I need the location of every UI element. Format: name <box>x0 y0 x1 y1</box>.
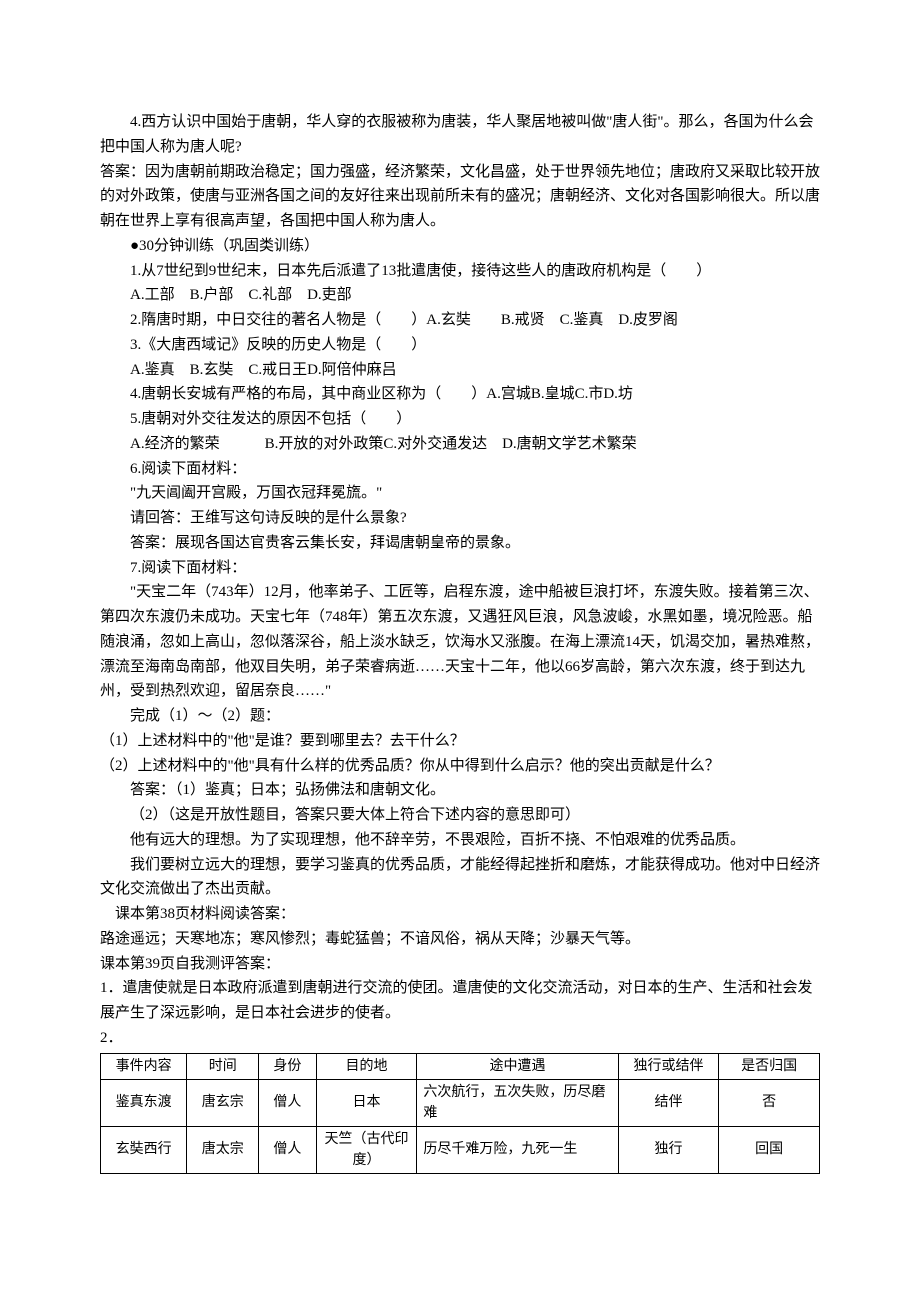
cell-dest: 日本 <box>316 1079 417 1126</box>
cell-role: 僧人 <box>259 1126 317 1173</box>
th-return: 是否归国 <box>719 1053 820 1079</box>
answer-6: 答案：展现各国达官贵客云集长安，拜谒唐朝皇帝的景象。 <box>100 531 820 556</box>
textbook-p38-answer: 路途遥远；天寒地冻；寒风惨烈；毒蛇猛兽；不谙风俗，祸从天降；沙暴天气等。 <box>100 927 820 952</box>
cell-travel: 独行 <box>618 1126 719 1173</box>
table-row: 鉴真东渡 唐玄宗 僧人 日本 六次航行，五次失败，历尽磨难 结伴 否 <box>101 1079 820 1126</box>
th-event: 事件内容 <box>101 1053 187 1079</box>
cell-event: 鉴真东渡 <box>101 1079 187 1126</box>
textbook-p38-header: 课本第38页材料阅读答案： <box>100 902 820 927</box>
textbook-p39-answer-1: 1．遣唐使就是日本政府派遣到唐朝进行交流的使团。遣唐使的文化交流活动，对日本的生… <box>100 976 820 1026</box>
cell-event: 玄奘西行 <box>101 1126 187 1173</box>
question-4: 4.西方认识中国始于唐朝，华人穿的衣服被称为唐装，华人聚居地被叫做"唐人街"。那… <box>100 110 820 160</box>
question-7-sub1: （1）上述材料中的"他"是谁？要到哪里去？去干什么？ <box>100 729 820 754</box>
question-6-prompt: 请回答：王维写这句诗反映的是什么景象? <box>100 506 820 531</box>
textbook-p39-answer-2: 2． <box>100 1026 820 1051</box>
comparison-table: 事件内容 时间 身份 目的地 途中遭遇 独行或结伴 是否归国 鉴真东渡 唐玄宗 … <box>100 1053 820 1174</box>
section-header-30min: ●30分钟训练（巩固类训练） <box>100 234 820 259</box>
answer-4: 答案：因为唐朝前期政治稳定；国力强盛，经济繁荣，文化昌盛，处于世界领先地位；唐政… <box>100 160 820 234</box>
th-travel: 独行或结伴 <box>618 1053 719 1079</box>
question-3-options: A.鉴真 B.玄奘 C.戒日王D.阿倍仲麻吕 <box>100 358 820 383</box>
cell-experience: 六次航行，五次失败，历尽磨难 <box>417 1079 618 1126</box>
cell-experience: 历尽千难万险，九死一生 <box>417 1126 618 1173</box>
question-2: 2.隋唐时期，中日交往的著名人物是（ ）A.玄奘 B.戒贤 C.鉴真 D.皮罗阁 <box>100 308 820 333</box>
answer-7-2-conclusion: 我们要树立远大的理想，要学习鉴真的优秀品质，才能经得起挫折和磨炼，才能获得成功。… <box>100 853 820 903</box>
cell-return: 否 <box>719 1079 820 1126</box>
cell-time: 唐玄宗 <box>187 1079 259 1126</box>
answer-7-1: 答案：（1）鉴真；日本；弘扬佛法和唐朝文化。 <box>100 778 820 803</box>
question-7-prompt: 完成（1）～（2）题： <box>100 704 820 729</box>
question-3: 3.《大唐西域记》反映的历史人物是（ ） <box>100 333 820 358</box>
th-dest: 目的地 <box>316 1053 417 1079</box>
th-time: 时间 <box>187 1053 259 1079</box>
question-1-options: A.工部 B.户部 C.礼部 D.吏部 <box>100 283 820 308</box>
th-experience: 途中遭遇 <box>417 1053 618 1079</box>
cell-travel: 结伴 <box>618 1079 719 1126</box>
cell-return: 回国 <box>719 1126 820 1173</box>
question-7: 7.阅读下面材料： <box>100 556 820 581</box>
answer-7-2-body: 他有远大的理想。为了实现理想，他不辞辛劳，不畏艰险，百折不挠、不怕艰难的优秀品质… <box>100 828 820 853</box>
cell-dest: 天竺（古代印度） <box>316 1126 417 1173</box>
question-6: 6.阅读下面材料： <box>100 457 820 482</box>
table-header-row: 事件内容 时间 身份 目的地 途中遭遇 独行或结伴 是否归国 <box>101 1053 820 1079</box>
question-1: 1.从7世纪到9世纪末，日本先后派遣了13批遣唐使，接待这些人的唐政府机构是（ … <box>100 259 820 284</box>
question-7-material: "天宝二年（743年）12月，他率弟子、工匠等，启程东渡，途中船被巨浪打坏，东渡… <box>100 580 820 704</box>
answer-7-2: （2）（这是开放性题目，答案只要大体上符合下述内容的意思即可） <box>100 803 820 828</box>
question-7-sub2: （2）上述材料中的"他"具有什么样的优秀品质？你从中得到什么启示？他的突出贡献是… <box>100 754 820 779</box>
question-5: 5.唐朝对外交往发达的原因不包括（ ） <box>100 407 820 432</box>
question-4b: 4.唐朝长安城有严格的布局，其中商业区称为（ ）A.宫城B.皇城C.市D.坊 <box>100 382 820 407</box>
table-row: 玄奘西行 唐太宗 僧人 天竺（古代印度） 历尽千难万险，九死一生 独行 回国 <box>101 1126 820 1173</box>
th-role: 身份 <box>259 1053 317 1079</box>
cell-time: 唐太宗 <box>187 1126 259 1173</box>
cell-role: 僧人 <box>259 1079 317 1126</box>
question-6-material: "九天阊阖开宫殿，万国衣冠拜冕旒。" <box>100 481 820 506</box>
question-5-options: A.经济的繁荣 B.开放的对外政策C.对外交通发达 D.唐朝文学艺术繁荣 <box>100 432 820 457</box>
textbook-p39-header: 课本第39页自我测评答案： <box>100 952 820 977</box>
